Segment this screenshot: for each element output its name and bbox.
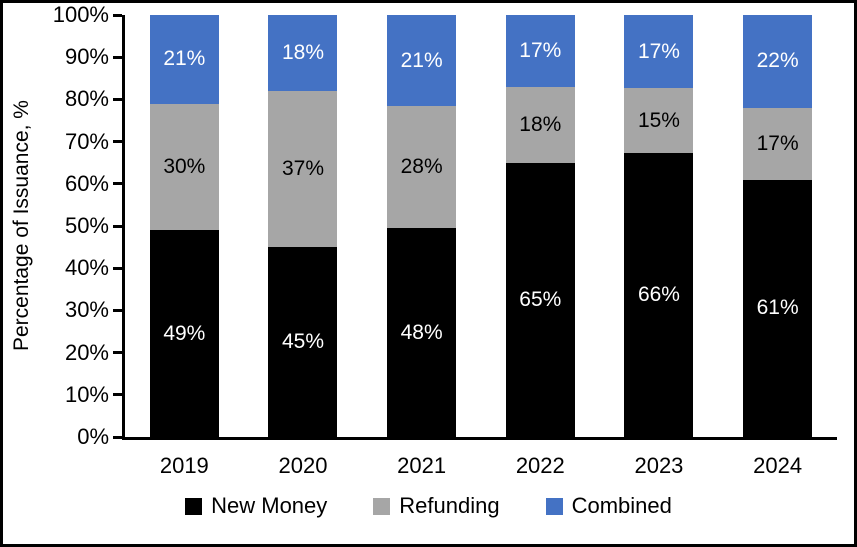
x-axis-label-2023: 2023: [634, 453, 684, 478]
bar-segment-new-money-2022: 65%: [505, 162, 575, 437]
bar-segment-combined-2021: 21%: [387, 15, 457, 107]
stacked-bar-2020: 45% 37% 18%: [268, 15, 338, 437]
legend-swatch-combined: [545, 497, 563, 515]
bar-segment-refunding-2023: 15%: [624, 88, 694, 153]
bar-segment-label: 17%: [519, 38, 562, 62]
bar-segment-label: 18%: [281, 41, 324, 64]
y-axis-tick: [113, 97, 122, 101]
bars-layer: 49% 30% 21% 45% 37% 18% 48% 28% 21% 65% 18% 17% 66% 1…: [125, 15, 837, 437]
y-axis-tick-label: 20%: [64, 339, 109, 365]
legend-label-new-money: New Money: [211, 493, 328, 518]
bar-segment-combined-2024: 22%: [743, 15, 813, 108]
bar-segment-refunding-2019: 30%: [149, 103, 219, 231]
bar-segment-label: 17%: [637, 39, 680, 63]
stacked-bar-2024: 61% 17% 22%: [743, 15, 813, 437]
y-axis-tick: [113, 351, 122, 355]
bar-segment-label: 22%: [756, 49, 799, 73]
legend-item-combined: Combined: [545, 493, 672, 519]
x-axis-label-2022: 2022: [515, 453, 565, 478]
bar-segment-label: 15%: [637, 108, 680, 132]
y-axis-tick-label: 60%: [64, 170, 109, 196]
bar-segment-refunding-2020: 37%: [268, 90, 338, 248]
legend-swatch-refunding: [373, 497, 391, 515]
bar-segment-new-money-2024: 61%: [743, 179, 813, 437]
bar-segment-new-money-2021: 48%: [387, 228, 457, 437]
bar-segment-new-money-2019: 49%: [149, 230, 219, 437]
bar-segment-new-money-2020: 45%: [268, 247, 338, 437]
legend-item-new-money: New Money: [185, 493, 327, 519]
legend-item-refunding: Refunding: [373, 493, 500, 519]
y-axis-tick-label: 40%: [64, 255, 109, 281]
plot-area: 49% 30% 21% 45% 37% 18% 48% 28% 21% 65% 18% 17% 66% 1…: [113, 13, 837, 440]
y-axis-tick: [113, 393, 122, 397]
legend-label-refunding: Refunding: [399, 493, 500, 518]
x-axis-labels: 2019 2020 2021 2022 2023 2024: [125, 453, 837, 479]
bar-segment-refunding-2021: 28%: [387, 106, 457, 229]
y-axis-tick-label: 10%: [64, 381, 109, 407]
y-axis-tick-label: 50%: [64, 213, 109, 238]
y-axis-tick: [113, 182, 122, 186]
bar-segment-label: 61%: [756, 296, 799, 320]
bar-segment-label: 45%: [281, 330, 324, 354]
x-axis-label-2021: 2021: [397, 453, 447, 478]
bar-segment-label: 49%: [163, 321, 206, 345]
y-axis-tick: [113, 13, 122, 17]
y-axis-tick: [113, 224, 122, 228]
y-axis-tick: [113, 266, 122, 270]
y-axis-tick-labels: 0% 10% 20% 30% 40% 50% 60% 70% 80% 90% 100%: [21, 4, 109, 448]
bar-segment-refunding-2024: 17%: [743, 107, 813, 180]
y-axis-tick-label: 80%: [64, 86, 109, 112]
bar-segment-label: 66%: [637, 282, 680, 306]
bar-segment-label: 18%: [519, 112, 562, 136]
bar-segment-label: 65%: [519, 287, 562, 311]
x-axis-label-2019: 2019: [159, 453, 209, 478]
bar-segment-label: 17%: [756, 131, 799, 155]
legend: New Money Refunding Combined: [3, 493, 854, 519]
y-axis-tick: [113, 140, 122, 144]
stacked-bar-2022: 65% 18% 17%: [505, 15, 575, 437]
bar-segment-label: 48%: [400, 320, 443, 344]
y-axis-tick-label: 0%: [77, 424, 109, 449]
x-axis-label-2024: 2024: [753, 453, 803, 478]
bar-segment-label: 21%: [400, 48, 443, 72]
bar-segment-label: 21%: [163, 47, 206, 71]
legend-swatch-new-money: [185, 497, 203, 515]
stacked-bar-2023: 66% 15% 17%: [624, 15, 694, 437]
bar-segment-label: 28%: [400, 155, 443, 179]
stacked-bar-2019: 49% 30% 21%: [149, 15, 219, 437]
y-axis-tick: [113, 55, 122, 59]
bar-segment-combined-2020: 18%: [268, 15, 338, 91]
bar-segment-combined-2019: 21%: [149, 15, 219, 104]
y-axis-tick-label: 100%: [52, 2, 109, 27]
bar-segment-new-money-2023: 66%: [624, 152, 694, 437]
y-axis-tick-label: 70%: [64, 128, 109, 154]
bar-segment-refunding-2022: 18%: [505, 86, 575, 163]
bar-segment-combined-2023: 17%: [624, 15, 694, 89]
legend-label-combined: Combined: [571, 493, 672, 518]
y-axis-tick: [113, 308, 122, 312]
y-axis-tick-label: 90%: [64, 44, 109, 70]
bar-segment-label: 30%: [163, 154, 206, 178]
bar-segment-combined-2022: 17%: [505, 15, 575, 87]
bar-segment-label: 37%: [281, 157, 324, 181]
y-axis-tick: [113, 435, 122, 439]
stacked-bar-2021: 48% 28% 21%: [387, 15, 457, 437]
x-axis-label-2020: 2020: [278, 453, 328, 478]
y-axis-tick-label: 30%: [64, 297, 109, 323]
